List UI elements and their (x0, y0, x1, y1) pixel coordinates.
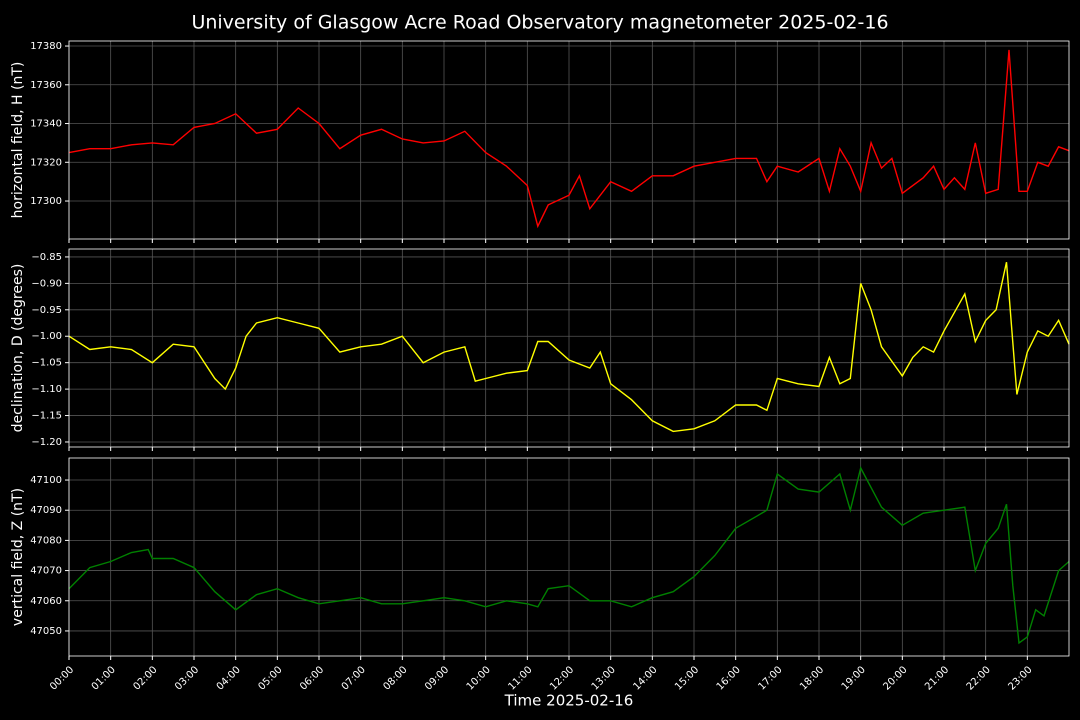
y-tick-label: −1.15 (31, 411, 62, 422)
chart-title: University of Glasgow Acre Road Observat… (191, 12, 888, 34)
y-tick-label: 47080 (30, 535, 62, 546)
x-tick-label: 04:00 (215, 664, 243, 692)
y-tick-label: 17320 (30, 157, 62, 168)
x-tick-label: 15:00 (673, 664, 701, 692)
x-tick-label: 22:00 (965, 664, 993, 692)
x-tick-label: 00:00 (48, 664, 76, 692)
y-tick-label: 17380 (30, 41, 62, 52)
x-tick-label: 14:00 (631, 664, 659, 692)
axes-frame (68, 40, 1070, 240)
x-tick-label: 10:00 (465, 664, 493, 692)
x-axis-label: Time 2025-02-16 (504, 692, 634, 710)
axes-frame (68, 248, 1070, 448)
y-tick-label: 47050 (30, 626, 62, 637)
y-tick-label: −1.20 (31, 437, 62, 448)
y-axis-label: declination, D (degrees) (10, 264, 26, 433)
data-line (68, 466, 1070, 645)
x-tick-label: 12:00 (548, 664, 576, 692)
x-tick-label: 01:00 (90, 664, 118, 692)
y-tick-label: −0.90 (31, 278, 62, 289)
data-line (68, 262, 1070, 433)
x-tick-label: 02:00 (131, 664, 159, 692)
x-tick-label: 06:00 (298, 664, 326, 692)
y-tick-label: 47070 (30, 566, 62, 577)
x-tick-label: 16:00 (715, 664, 743, 692)
y-tick-label: −0.85 (31, 252, 62, 263)
x-tick-label: 05:00 (256, 664, 284, 692)
x-tick-label: 03:00 (173, 664, 201, 692)
y-tick-label: 17360 (30, 80, 62, 91)
x-tick-label: 17:00 (756, 664, 784, 692)
y-tick-label: 17340 (30, 119, 62, 130)
y-axis-label: horizontal field, H (nT) (10, 62, 26, 219)
x-tick-label: 11:00 (506, 664, 534, 692)
x-tick-label: 19:00 (840, 664, 868, 692)
x-tick-label: 18:00 (798, 664, 826, 692)
y-axis-label: vertical field, Z (nT) (10, 488, 26, 626)
y-tick-label: −0.95 (31, 305, 62, 316)
y-tick-label: −1.05 (31, 358, 62, 369)
y-tick-label: 47090 (30, 505, 62, 516)
axes-frame (68, 457, 1070, 657)
x-tick-label: 13:00 (590, 664, 618, 692)
x-tick-label: 21:00 (923, 664, 951, 692)
data-line (68, 49, 1070, 229)
x-tick-label: 23:00 (1006, 664, 1034, 692)
x-tick-label: 07:00 (340, 664, 368, 692)
y-tick-label: 17300 (30, 196, 62, 207)
x-tick-label: 09:00 (423, 664, 451, 692)
x-tick-label: 08:00 (381, 664, 409, 692)
y-tick-label: 47100 (30, 475, 62, 486)
y-tick-label: −1.00 (31, 331, 62, 342)
x-tick-label: 20:00 (881, 664, 909, 692)
y-tick-label: −1.10 (31, 384, 62, 395)
y-tick-label: 47060 (30, 596, 62, 607)
